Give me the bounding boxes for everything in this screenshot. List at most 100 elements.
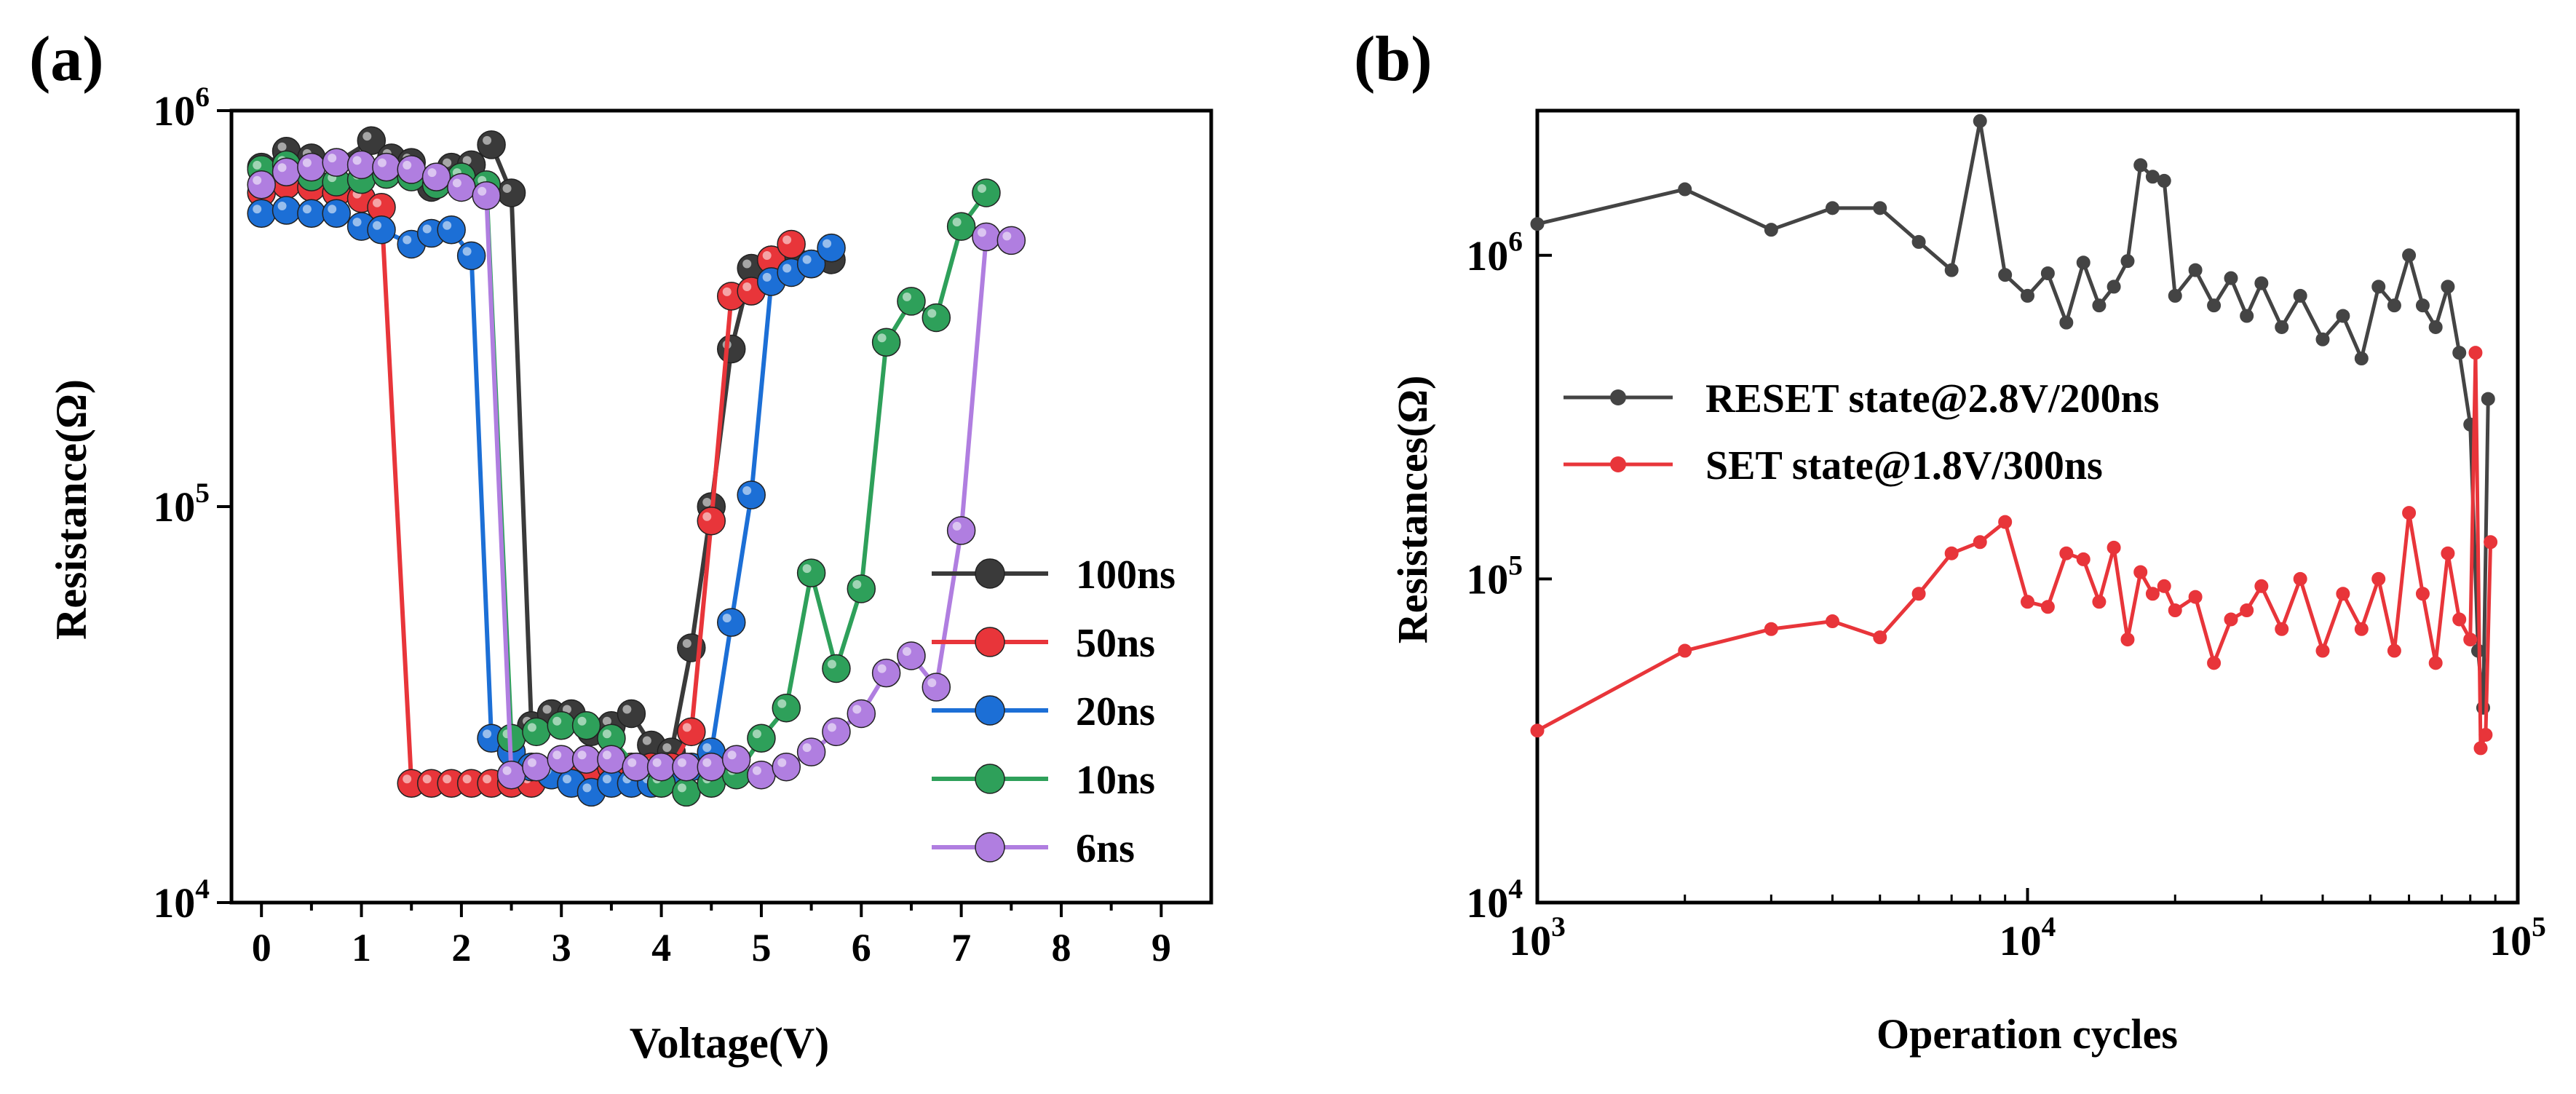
data-point-20ns [322, 199, 351, 228]
data-point-highlight [782, 235, 792, 245]
legend-label-100ns: 100ns [1076, 552, 1176, 598]
data-point-6ns [346, 150, 376, 180]
data-point-highlight [253, 205, 262, 214]
data-point-highlight [483, 774, 492, 784]
data-point [2107, 540, 2121, 555]
data-point [1678, 182, 1692, 197]
data-point-6ns [496, 760, 526, 790]
data-point-10ns [547, 710, 576, 740]
data-point-highlight [253, 160, 262, 170]
data-point [2387, 298, 2401, 313]
panel-a-xtick-label: 0 [252, 926, 272, 970]
data-point-highlight [452, 178, 461, 188]
data-point [2254, 276, 2269, 290]
data-point-highlight [373, 221, 382, 230]
data-point [2240, 309, 2254, 323]
data-point-highlight [277, 163, 287, 173]
panel-b-xlabel: Operation cycles [1876, 1010, 2178, 1058]
data-point-highlight [253, 175, 262, 185]
panel-a-series [247, 126, 1026, 807]
data-point-highlight [277, 142, 287, 151]
data-point-highlight [422, 224, 432, 234]
data-point [2481, 392, 2495, 406]
data-point [1764, 622, 1778, 636]
data-point [2040, 600, 2055, 614]
data-point-highlight [1002, 231, 1012, 241]
data-point-highlight [877, 333, 887, 343]
data-point [2275, 320, 2289, 334]
data-point-highlight [462, 156, 472, 165]
data-point-highlight [602, 750, 611, 760]
data-point [1911, 587, 1926, 601]
data-point-20ns [437, 215, 466, 245]
data-point-highlight [483, 135, 492, 145]
data-point [2207, 656, 2222, 670]
data-point [2354, 352, 2369, 366]
panel-b-ytick-label: 104 [1466, 873, 1523, 927]
data-point [2092, 298, 2107, 313]
data-point-highlight [352, 156, 362, 165]
data-point [2371, 280, 2386, 294]
data-point-highlight [602, 729, 611, 739]
panel-a-xtick-label: 7 [951, 926, 971, 970]
data-point-highlight [462, 774, 472, 784]
panel-a-xlabel: Voltage(V) [630, 1019, 829, 1067]
data-point-highlight [677, 758, 686, 767]
data-point-highlight [752, 729, 761, 739]
data-point-highlight [427, 168, 437, 178]
data-point [2224, 612, 2238, 627]
data-point [2207, 298, 2222, 313]
data-point [1973, 535, 1987, 550]
data-point [1973, 114, 1987, 128]
data-point [2133, 158, 2148, 173]
panel-a-ytick-label: 106 [153, 81, 210, 135]
panel-a: (a) 0 1 2 3 4 5 6 7 8 9 104 105 106 100ns 50ns 20ns 10n… [29, 24, 1213, 1067]
data-point-highlight [502, 183, 512, 193]
data-point [2428, 320, 2443, 334]
data-point-6ns [721, 745, 751, 774]
data-point-6ns [897, 641, 926, 670]
data-point [2092, 595, 2107, 609]
data-point-6ns [796, 737, 826, 766]
legend-marker-6ns [975, 832, 1005, 863]
panel-b-ylabel: Resistances(Ω) [1389, 376, 1436, 644]
legend-marker-50ns [975, 627, 1005, 657]
data-point [2428, 656, 2443, 670]
data-point-highlight [403, 774, 412, 784]
panel-a-legend: 100ns 50ns 20ns 10ns 6ns [932, 552, 1176, 871]
data-point-100ns [617, 699, 646, 729]
data-point-20ns [456, 241, 486, 271]
data-point [2254, 579, 2269, 593]
data-point [1530, 724, 1545, 738]
data-point-6ns [996, 226, 1026, 255]
data-point-6ns [247, 170, 276, 199]
data-point [2441, 546, 2455, 560]
data-point-6ns [372, 152, 401, 182]
data-point-highlight [827, 723, 836, 732]
data-point-highlight [502, 766, 512, 775]
data-point [2240, 603, 2254, 617]
data-point [2224, 271, 2238, 285]
data-point-highlight [777, 699, 787, 708]
data-point-6ns [847, 699, 876, 729]
data-point-highlight [762, 272, 772, 282]
data-point-highlight [403, 235, 412, 245]
data-point [1764, 223, 1778, 237]
data-point [2484, 535, 2498, 550]
panel-a-xtick-label: 4 [651, 926, 671, 970]
data-point-highlight [927, 678, 937, 688]
data-point-highlight [642, 736, 651, 745]
data-point-highlight [802, 564, 812, 574]
data-point-6ns [397, 155, 426, 184]
data-point [2463, 633, 2478, 647]
data-point [2188, 263, 2203, 277]
data-point-highlight [952, 218, 962, 227]
data-point [1530, 217, 1545, 231]
data-point [2473, 741, 2488, 756]
data-point-highlight [782, 263, 792, 273]
data-point [2076, 552, 2090, 566]
data-point-highlight [373, 198, 382, 207]
data-point [1944, 263, 1959, 277]
data-point [2452, 612, 2467, 627]
